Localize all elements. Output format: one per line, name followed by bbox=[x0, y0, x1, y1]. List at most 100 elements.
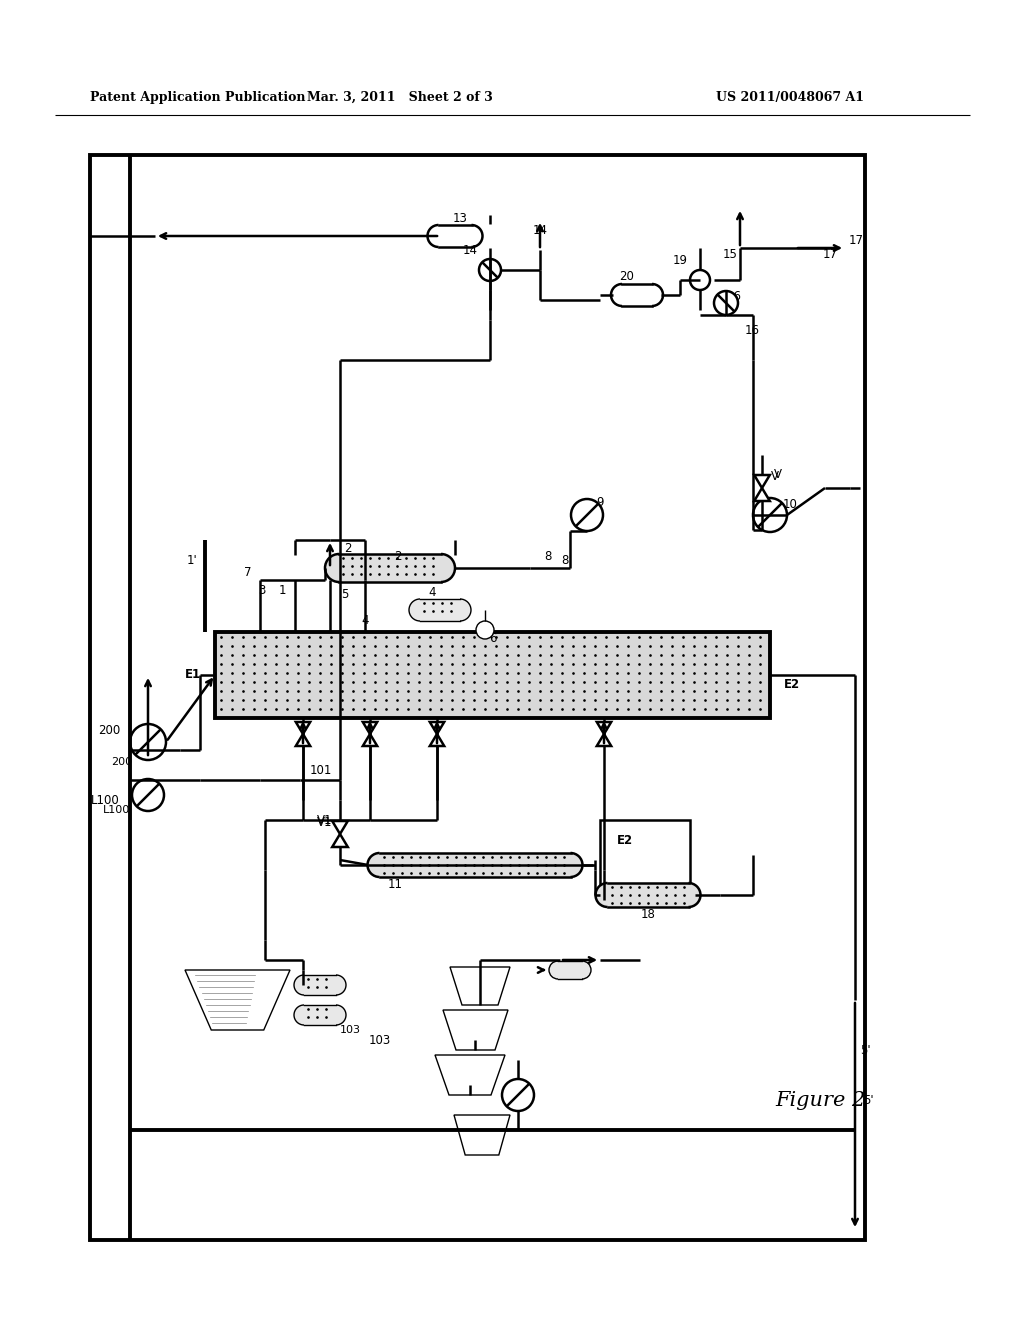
Text: L100: L100 bbox=[91, 793, 120, 807]
Text: 14: 14 bbox=[463, 243, 477, 256]
Ellipse shape bbox=[326, 1005, 346, 1026]
Text: 19: 19 bbox=[673, 253, 687, 267]
Bar bbox=[622, 284, 652, 306]
Ellipse shape bbox=[611, 284, 633, 306]
Ellipse shape bbox=[461, 224, 482, 247]
Text: 10: 10 bbox=[782, 498, 798, 511]
Text: V1: V1 bbox=[317, 813, 333, 826]
Text: V: V bbox=[774, 467, 782, 480]
Circle shape bbox=[571, 499, 603, 531]
Polygon shape bbox=[430, 734, 444, 746]
Ellipse shape bbox=[294, 975, 314, 995]
Text: V1: V1 bbox=[317, 816, 333, 829]
Text: L100: L100 bbox=[102, 805, 130, 814]
Polygon shape bbox=[430, 722, 444, 734]
Text: 200: 200 bbox=[97, 723, 120, 737]
Text: 1': 1' bbox=[186, 553, 198, 566]
Ellipse shape bbox=[573, 961, 591, 979]
Polygon shape bbox=[296, 722, 310, 734]
Text: 9: 9 bbox=[596, 495, 604, 508]
Text: 17: 17 bbox=[822, 248, 838, 261]
Polygon shape bbox=[435, 1055, 505, 1096]
Bar bbox=[339, 554, 441, 582]
Text: 15: 15 bbox=[723, 248, 737, 261]
Polygon shape bbox=[597, 722, 611, 734]
Circle shape bbox=[714, 290, 738, 315]
Text: E2: E2 bbox=[616, 833, 633, 846]
Bar bbox=[438, 224, 471, 247]
Text: 5': 5' bbox=[862, 1093, 873, 1106]
Text: 16: 16 bbox=[727, 290, 742, 304]
Polygon shape bbox=[296, 734, 310, 746]
Text: 2: 2 bbox=[344, 541, 352, 554]
Text: Figure 2: Figure 2 bbox=[775, 1090, 865, 1110]
Ellipse shape bbox=[641, 284, 663, 306]
Bar bbox=[304, 975, 336, 995]
Polygon shape bbox=[332, 821, 348, 834]
Text: 5: 5 bbox=[341, 589, 349, 602]
Bar bbox=[600, 820, 690, 900]
Ellipse shape bbox=[549, 961, 567, 979]
Text: 103: 103 bbox=[340, 1026, 360, 1035]
Polygon shape bbox=[454, 1115, 510, 1155]
Circle shape bbox=[690, 271, 710, 290]
Polygon shape bbox=[362, 722, 377, 734]
Text: 2: 2 bbox=[394, 549, 401, 562]
Text: E2: E2 bbox=[784, 678, 800, 692]
Polygon shape bbox=[185, 970, 290, 1030]
Circle shape bbox=[132, 779, 164, 810]
Bar bbox=[420, 599, 460, 620]
Text: 4: 4 bbox=[428, 586, 436, 599]
Ellipse shape bbox=[596, 883, 620, 907]
Text: 20: 20 bbox=[620, 271, 635, 284]
Bar bbox=[215, 632, 770, 718]
Polygon shape bbox=[362, 734, 377, 746]
Circle shape bbox=[130, 723, 166, 760]
Bar bbox=[90, 154, 865, 1239]
Text: 16: 16 bbox=[744, 323, 760, 337]
Text: Patent Application Publication: Patent Application Publication bbox=[90, 91, 305, 103]
Text: E1: E1 bbox=[185, 668, 201, 681]
Text: 101: 101 bbox=[310, 763, 333, 776]
Ellipse shape bbox=[427, 554, 455, 582]
Text: V: V bbox=[771, 470, 779, 483]
Circle shape bbox=[753, 498, 787, 532]
Ellipse shape bbox=[677, 883, 700, 907]
Ellipse shape bbox=[368, 853, 391, 876]
Text: Mar. 3, 2011   Sheet 2 of 3: Mar. 3, 2011 Sheet 2 of 3 bbox=[307, 91, 493, 103]
Ellipse shape bbox=[325, 554, 353, 582]
Ellipse shape bbox=[427, 224, 450, 247]
Ellipse shape bbox=[326, 975, 346, 995]
Circle shape bbox=[476, 620, 494, 639]
Text: US 2011/0048067 A1: US 2011/0048067 A1 bbox=[716, 91, 864, 103]
Polygon shape bbox=[443, 1010, 508, 1049]
Text: 3: 3 bbox=[258, 583, 265, 597]
Polygon shape bbox=[332, 834, 348, 847]
Circle shape bbox=[479, 259, 501, 281]
Polygon shape bbox=[450, 968, 510, 1005]
Polygon shape bbox=[755, 488, 770, 502]
Bar bbox=[304, 1005, 336, 1026]
Bar bbox=[380, 853, 570, 876]
Text: 5': 5' bbox=[860, 1044, 870, 1056]
Text: 13: 13 bbox=[453, 211, 467, 224]
Text: 4: 4 bbox=[361, 614, 369, 627]
Bar bbox=[558, 961, 582, 979]
Polygon shape bbox=[597, 734, 611, 746]
Circle shape bbox=[502, 1078, 534, 1111]
Ellipse shape bbox=[409, 599, 431, 620]
Ellipse shape bbox=[449, 599, 471, 620]
Polygon shape bbox=[755, 475, 770, 488]
Text: 14: 14 bbox=[532, 223, 548, 236]
Ellipse shape bbox=[558, 853, 583, 876]
Text: 103: 103 bbox=[369, 1034, 391, 1047]
Ellipse shape bbox=[294, 1005, 314, 1026]
Text: 8: 8 bbox=[545, 549, 552, 562]
Text: 6: 6 bbox=[489, 631, 497, 644]
Text: 11: 11 bbox=[387, 879, 402, 891]
Text: 200: 200 bbox=[111, 756, 132, 767]
Bar bbox=[607, 883, 688, 907]
Text: 7: 7 bbox=[245, 566, 252, 579]
Text: 8: 8 bbox=[561, 553, 568, 566]
Text: 1: 1 bbox=[279, 583, 286, 597]
